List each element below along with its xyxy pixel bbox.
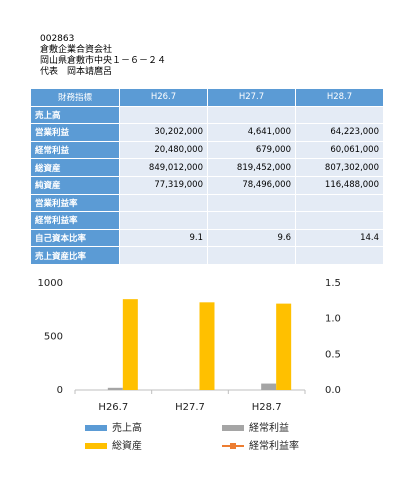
- cell: 9.6: [207, 228, 296, 248]
- financial-table: 財務指標 H26.7 H27.7 H28.7 売上高 営業利益 30,202,000 4,64…: [30, 88, 384, 265]
- cell: 30,202,000: [119, 123, 208, 142]
- cell: [119, 211, 208, 230]
- y2-tick-label: 1.5: [325, 278, 341, 289]
- cell: 116,488,000: [295, 175, 384, 195]
- bar: [261, 383, 277, 390]
- y-tick-label: 1000: [38, 278, 63, 289]
- cell: [119, 105, 208, 125]
- cell: [295, 193, 384, 213]
- table-row: 経常利益率: [30, 211, 384, 230]
- column-header: H28.7: [295, 88, 384, 107]
- legend-swatch: [222, 425, 244, 431]
- table-row: 営業利益率: [30, 193, 384, 213]
- cell: 819,452,000: [207, 158, 296, 177]
- legend-label: 総資産: [112, 439, 142, 452]
- y-tick-label: 0: [57, 385, 63, 396]
- bar: [107, 387, 123, 390]
- table-row: 自己資本比率 9.1 9.6 14.4: [30, 228, 384, 248]
- bar: [122, 299, 138, 390]
- cell: [207, 246, 296, 265]
- row-label: 売上資産比率: [30, 246, 120, 265]
- bar: [276, 303, 292, 390]
- cell: [119, 193, 208, 213]
- row-label: 総資産: [30, 158, 120, 177]
- cell: [119, 246, 208, 265]
- cell: 78,496,000: [207, 175, 296, 195]
- cell: [295, 246, 384, 265]
- legend-swatch: [230, 443, 236, 449]
- x-tick-label: H27.7: [175, 402, 205, 413]
- row-label: 経常利益率: [30, 211, 120, 230]
- representative: 代表 岡本靖麿呂: [40, 67, 113, 77]
- legend-label: 売上高: [112, 421, 142, 434]
- column-header: H27.7: [207, 88, 296, 107]
- cell: 679,000: [207, 140, 296, 160]
- row-label: 自己資本比率: [30, 228, 120, 248]
- cell: [295, 211, 384, 230]
- y-tick-label: 500: [44, 332, 63, 343]
- table-row: 総資産 849,012,000 819,452,000 807,302,000: [30, 158, 384, 177]
- cell: 807,302,000: [295, 158, 384, 177]
- cell: 9.1: [119, 228, 208, 248]
- row-label: 営業利益率: [30, 193, 120, 213]
- y2-tick-label: 0.5: [325, 349, 341, 360]
- column-header: H26.7: [119, 88, 208, 107]
- cell: 64,223,000: [295, 123, 384, 142]
- y2-tick-label: 1.0: [325, 314, 341, 325]
- legend-label: 経常利益: [249, 421, 289, 434]
- row-label: 純資産: [30, 175, 120, 195]
- cell: [207, 105, 296, 125]
- cell: 849,012,000: [119, 158, 208, 177]
- table-row: 売上資産比率: [30, 246, 384, 265]
- table-row: 売上高: [30, 105, 384, 125]
- legend-swatch: [85, 425, 107, 431]
- table-row: 経常利益 20,480,000 679,000 60,061,000: [30, 140, 384, 160]
- column-header: 財務指標: [30, 88, 120, 107]
- row-label: 経常利益: [30, 140, 120, 160]
- row-label: 売上高: [30, 105, 120, 125]
- row-label: 営業利益: [30, 123, 120, 142]
- cell: 77,319,000: [119, 175, 208, 195]
- legend-label: 経常利益率: [249, 439, 299, 452]
- cell: [207, 211, 296, 230]
- company: 倉敷企業合資会社: [40, 45, 113, 55]
- table-row: 純資産 77,319,000 78,496,000 116,488,000: [30, 175, 384, 195]
- x-tick-label: H26.7: [98, 402, 128, 413]
- legend-swatch: [85, 443, 107, 449]
- cell: 4,641,000: [207, 123, 296, 142]
- table-row: 営業利益 30,202,000 4,641,000 64,223,000: [30, 123, 384, 142]
- y2-tick-label: 0.0: [325, 385, 341, 396]
- address: 岡山県倉敷市中央１－６－２４: [40, 56, 167, 66]
- cell: 14.4: [295, 228, 384, 248]
- x-tick-label: H28.7: [252, 402, 282, 413]
- cell: [295, 105, 384, 125]
- cell: 60,061,000: [295, 140, 384, 160]
- cell: 20,480,000: [119, 140, 208, 160]
- code: 002863: [40, 34, 75, 44]
- cell: [207, 193, 296, 213]
- header-row: 財務指標 H26.7 H27.7 H28.7: [30, 88, 384, 107]
- bar: [199, 302, 215, 390]
